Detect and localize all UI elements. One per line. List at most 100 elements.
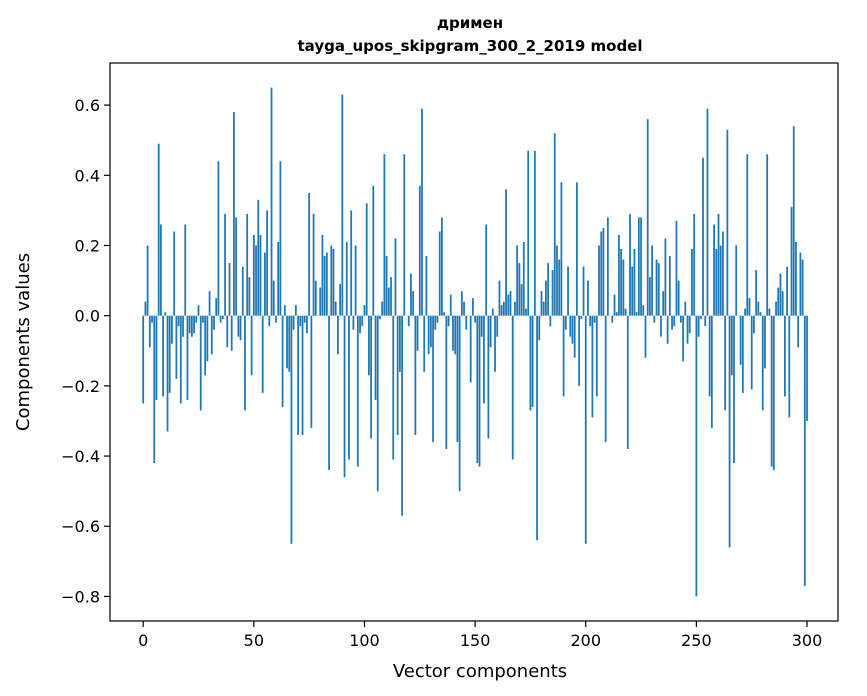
bar — [219, 315, 222, 323]
bar — [498, 280, 501, 316]
bar — [403, 154, 406, 316]
bar — [385, 256, 388, 316]
bar — [321, 234, 324, 316]
bar — [221, 315, 224, 320]
bar — [155, 315, 158, 400]
bar — [356, 315, 359, 467]
bar — [790, 206, 793, 316]
bar — [489, 315, 492, 348]
bar — [235, 217, 238, 316]
bar — [708, 315, 711, 397]
bar — [764, 315, 766, 369]
bar — [177, 315, 180, 327]
plot-frame — [109, 62, 839, 622]
bar — [772, 315, 775, 471]
bar — [427, 315, 430, 355]
bar — [195, 315, 198, 323]
bar — [301, 315, 304, 435]
bar — [759, 312, 762, 316]
bar — [142, 315, 145, 404]
bar — [153, 315, 156, 464]
bar — [248, 277, 251, 316]
bar — [520, 284, 523, 316]
bar — [434, 315, 437, 330]
bar — [803, 315, 806, 586]
bar — [571, 315, 574, 344]
bar — [500, 305, 503, 316]
bar — [485, 224, 488, 316]
bar — [509, 291, 512, 316]
bar — [401, 315, 403, 516]
bar — [626, 315, 629, 450]
bar — [288, 315, 291, 372]
bar — [412, 291, 415, 316]
bar — [244, 315, 246, 411]
bar — [719, 245, 722, 316]
bar — [750, 315, 753, 390]
bar — [303, 315, 306, 323]
bar — [624, 308, 627, 316]
bar — [615, 312, 618, 316]
bar — [684, 301, 687, 316]
bar — [706, 108, 709, 316]
x-axis-label: Vector components — [393, 661, 567, 682]
bar — [423, 315, 426, 372]
bar — [188, 315, 191, 334]
bar — [202, 315, 204, 323]
bar — [314, 280, 317, 316]
bar — [345, 241, 348, 316]
bar — [230, 315, 233, 351]
y-tick-label: −0.2 — [61, 377, 100, 396]
bar — [531, 315, 534, 407]
bar — [545, 280, 547, 316]
bar — [361, 315, 364, 327]
bar — [560, 182, 563, 316]
bar — [525, 308, 527, 316]
bar — [281, 315, 284, 407]
bar — [478, 315, 481, 467]
bar — [547, 263, 550, 316]
bar — [600, 231, 603, 316]
bar — [629, 213, 631, 316]
bar — [748, 298, 751, 316]
bar — [693, 213, 696, 316]
bar — [175, 315, 178, 379]
bar — [606, 217, 609, 316]
y-axis-label: Components values — [13, 253, 34, 431]
bar — [644, 315, 647, 358]
bar — [226, 315, 229, 348]
bar — [480, 315, 483, 337]
bar — [365, 203, 368, 316]
bar — [779, 273, 782, 316]
bar — [562, 315, 565, 397]
bar — [306, 315, 308, 334]
bar — [204, 315, 207, 376]
bar — [297, 315, 299, 435]
x-tick-label: 150 — [460, 631, 491, 650]
bar — [224, 213, 226, 316]
bar — [193, 315, 195, 334]
bar — [190, 315, 193, 337]
bar — [264, 252, 266, 316]
bar — [337, 315, 339, 355]
bar — [777, 287, 780, 316]
bar — [702, 157, 704, 316]
bar — [164, 312, 167, 316]
bar — [722, 231, 724, 316]
bar — [595, 315, 598, 397]
bar — [148, 315, 151, 348]
bar — [436, 315, 439, 323]
bar — [241, 266, 244, 316]
bar — [160, 224, 162, 316]
bar — [584, 315, 587, 544]
bar — [208, 291, 211, 316]
bar — [199, 315, 202, 411]
bar — [341, 94, 344, 316]
bar — [788, 315, 791, 418]
bar — [348, 315, 350, 460]
bar — [463, 301, 465, 316]
bar — [483, 315, 485, 404]
bar — [786, 266, 788, 316]
bar — [724, 315, 727, 411]
